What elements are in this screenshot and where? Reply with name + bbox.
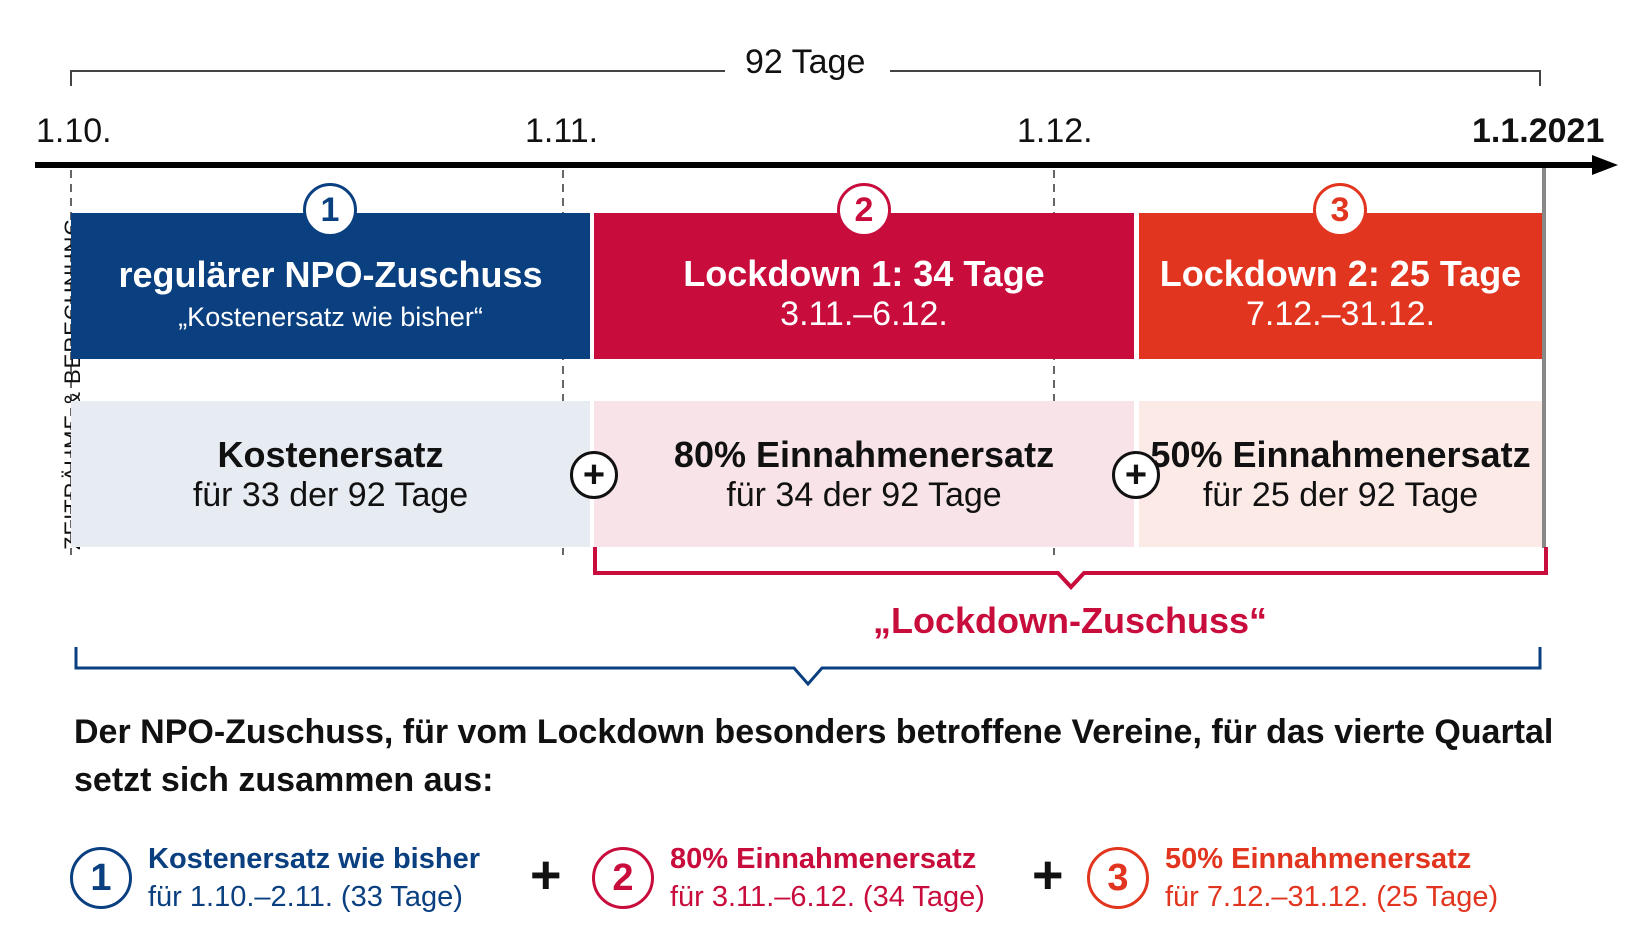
number-badge-1: 1 (303, 183, 357, 237)
period-title: regulärer NPO-Zuschuss (118, 253, 543, 295)
period-title: Lockdown 2: 25 Tage (1159, 252, 1522, 294)
date-label: 1.12. (1017, 112, 1093, 150)
legend-number: 3 (1087, 847, 1149, 909)
calc-title: 80% Einnahmenersatz (673, 433, 1055, 475)
summary-heading: Der NPO-Zuschuss, für vom Lockdown beson… (74, 713, 1554, 799)
legend-item-3: 3 50% Einnahmenersatz für 7.12.–31.12. (… (1087, 840, 1498, 916)
calc-box-2: 80% Einnahmenersatz für 34 der 92 Tage (594, 401, 1134, 547)
plus-icon: + (1032, 845, 1064, 905)
calc-subtitle: für 34 der 92 Tage (726, 475, 1002, 514)
plus-icon: + (1112, 451, 1160, 499)
legend-title: 80% Einnahmenersatz (670, 843, 977, 875)
total-bracket (74, 647, 1542, 687)
calc-subtitle: für 25 der 92 Tage (1202, 475, 1479, 514)
lockdown-label: „Lockdown-Zuschuss“ (872, 600, 1268, 641)
date-label: 1.11. (525, 112, 599, 150)
number-badge-2: 2 (837, 183, 891, 237)
plus-icon: + (530, 845, 562, 905)
legend-item-1: 1 Kostenersatz wie bisher für 1.10.–2.11… (70, 840, 480, 916)
period-subtitle: 3.11.–6.12. (780, 294, 948, 333)
legend-sub: für 7.12.–31.12. (25 Tage) (1165, 881, 1499, 913)
timeline-arrowhead (1592, 155, 1618, 175)
legend-title: 50% Einnahmenersatz (1165, 843, 1472, 875)
legend-sub: für 3.11.–6.12. (34 Tage) (670, 881, 985, 913)
calc-title: 50% Einnahmenersatz (1150, 433, 1531, 475)
period-box-2: Lockdown 1: 34 Tage 3.11.–6.12. (594, 213, 1134, 359)
calc-box-3: 50% Einnahmenersatz für 25 der 92 Tage (1139, 401, 1542, 547)
calc-subtitle: für 33 der 92 Tage (192, 475, 469, 514)
lockdown-bracket (593, 547, 1548, 590)
period-subtitle: „Kostenersatz wie bisher“ (178, 301, 483, 332)
date-label: 1.1.2021 (1472, 112, 1605, 150)
plus-icon: + (570, 451, 618, 499)
calc-title: Kostenersatz (217, 433, 444, 475)
legend-title: Kostenersatz wie bisher (148, 843, 480, 875)
period-box-1: regulärer NPO-Zuschuss „Kostenersatz wie… (71, 213, 590, 359)
span-bracket (890, 70, 1541, 86)
calc-box-1: Kostenersatz für 33 der 92 Tage (71, 401, 590, 547)
legend-number: 2 (592, 847, 654, 909)
period-title: Lockdown 1: 34 Tage (683, 252, 1045, 294)
legend-number: 1 (70, 847, 132, 909)
span-bracket (70, 70, 725, 86)
legend-sub: für 1.10.–2.11. (33 Tage) (148, 881, 463, 913)
legend-item-2: 2 80% Einnahmenersatz für 3.11.–6.12. (3… (592, 840, 985, 916)
number-badge-3: 3 (1313, 183, 1367, 237)
period-box-3: Lockdown 2: 25 Tage 7.12.–31.12. (1139, 213, 1542, 359)
period-subtitle: 7.12.–31.12. (1245, 294, 1436, 333)
date-label: 1.10. (36, 112, 112, 150)
span-label: 92 Tage (745, 43, 866, 81)
